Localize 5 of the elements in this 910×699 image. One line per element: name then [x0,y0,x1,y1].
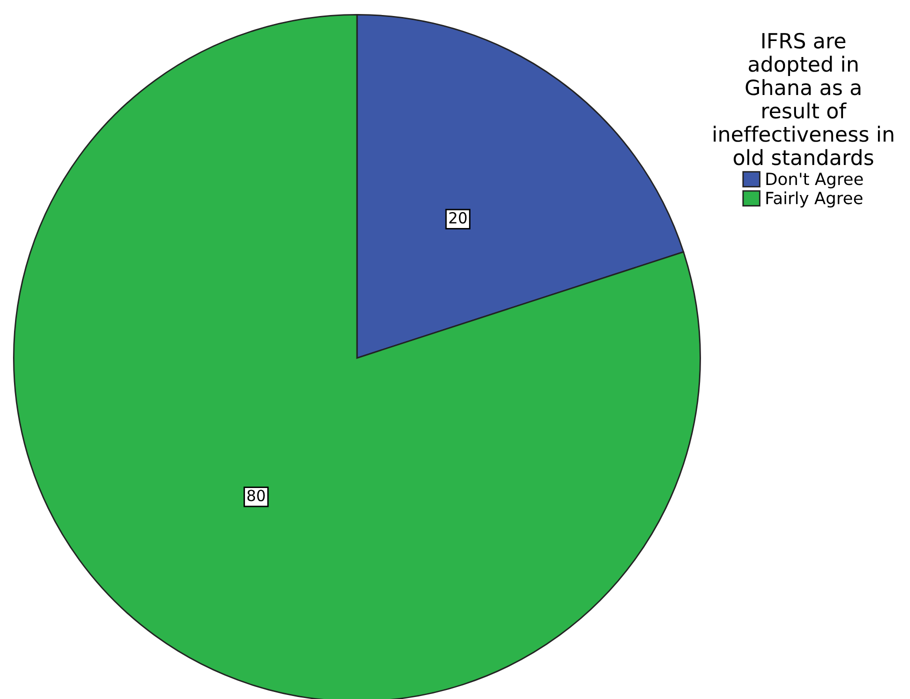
legend-title: IFRS are adopted in Ghana as a result of ineffectiveness in old standards [714,32,894,166]
data-label: 20 [449,212,467,224]
data-label: 80 [247,490,265,502]
legend-label: Fairly Agree [766,191,862,208]
legend-label: Don't Agree [766,172,863,188]
